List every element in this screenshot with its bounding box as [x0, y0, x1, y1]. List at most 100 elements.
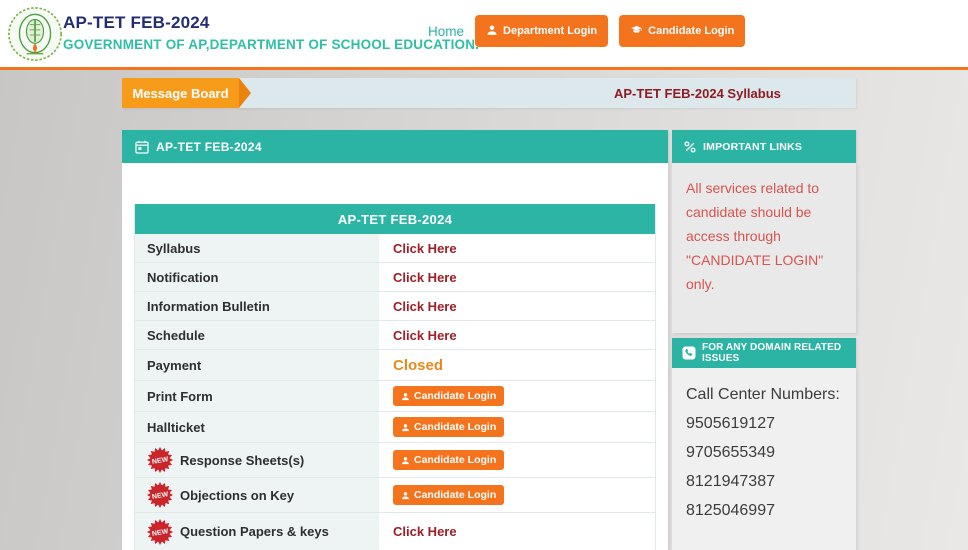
row-action-cell: Click Here	[379, 263, 655, 291]
services-table-body: Syllabus Click Here Notification Click Here…	[135, 234, 655, 550]
row-label-cell: NEW Objections on Key	[135, 478, 379, 512]
calendar-icon	[135, 140, 149, 154]
important-links-title: IMPORTANT LINKS	[703, 140, 803, 153]
table-row: Print Form Candidate Login	[135, 381, 655, 412]
row-action-cell: Click Here	[379, 234, 655, 262]
user-icon	[401, 491, 410, 500]
message-board-ribbon: Message Board	[122, 78, 251, 108]
click-here-link[interactable]: Click Here	[393, 524, 457, 539]
site-subtitle: GOVERNMENT OF AP,DEPARTMENT OF SCHOOL ED…	[63, 37, 480, 52]
status-closed-text: Closed	[393, 356, 444, 374]
site-title: AP-TET FEB-2024	[63, 13, 210, 32]
row-label-cell: Payment	[135, 350, 379, 380]
click-here-link[interactable]: Click Here	[393, 327, 457, 343]
candidate-login-row-label: Candidate Login	[414, 390, 497, 402]
table-row: Schedule Click Here	[135, 321, 655, 350]
row-label: Notification	[147, 269, 219, 285]
section-bar-aptet-title: AP-TET FEB-2024	[156, 139, 262, 154]
row-label-cell: Notification	[135, 263, 379, 291]
department-login-button[interactable]: Department Login	[475, 15, 609, 47]
candidate-login-notice-panel: All services related to candidate should…	[672, 163, 856, 333]
row-label: Question Papers & keys	[180, 524, 329, 539]
click-here-link[interactable]: Click Here	[393, 298, 457, 314]
user-icon	[486, 24, 498, 39]
row-label-cell: Syllabus	[135, 234, 379, 262]
row-label: Hallticket	[147, 419, 205, 435]
call-center-number: 9705655349	[686, 444, 775, 461]
home-link[interactable]: Home	[428, 23, 465, 39]
section-bar-important-links: IMPORTANT LINKS	[672, 130, 856, 163]
user-icon	[401, 392, 410, 401]
call-center-label: Call Center Numbers:	[686, 386, 840, 403]
table-row: NEW Response Sheets(s) Candidate Login	[135, 443, 655, 478]
row-label: Objections on Key	[180, 487, 295, 503]
table-row: Syllabus Click Here	[135, 234, 655, 263]
table-row: Information Bulletin Click Here	[135, 292, 655, 321]
link-icon	[684, 140, 696, 153]
new-badge-icon: NEW	[147, 482, 173, 508]
call-center-number: 9505619127	[686, 415, 775, 432]
candidate-login-row-button[interactable]: Candidate Login	[393, 386, 505, 406]
message-board-bar: Message Board AP-TET FEB-2024 Syllabus	[122, 78, 856, 108]
row-action-cell: Click Here	[379, 321, 655, 349]
row-action-cell: Click Here	[379, 513, 655, 550]
main-content-panel: AP-TET FEB-2024 Syllabus Click Here Notifi…	[122, 163, 668, 550]
domain-issues-title: FOR ANY DOMAIN RELATED ISSUES	[702, 342, 842, 364]
row-label: Payment	[147, 357, 202, 373]
candidate-login-row-label: Candidate Login	[414, 421, 497, 433]
row-action-cell: Candidate Login	[379, 443, 655, 477]
candidate-login-button[interactable]: Candidate Login	[619, 15, 746, 47]
new-badge-icon: NEW	[147, 447, 173, 473]
candidate-login-label: Candidate Login	[648, 25, 735, 37]
call-center-panel: Call Center Numbers: 9505619127 970565534…	[672, 368, 856, 550]
row-label-cell: Information Bulletin	[135, 292, 379, 320]
row-label: Syllabus	[147, 240, 201, 256]
graduation-cap-icon	[630, 24, 643, 39]
row-label: Information Bulletin	[147, 298, 270, 314]
domain-issues-bar: FOR ANY DOMAIN RELATED ISSUES	[672, 338, 856, 368]
phone-icon	[682, 346, 696, 360]
svg-text:NEW: NEW	[152, 528, 170, 538]
services-table-header: AP-TET FEB-2024	[135, 204, 655, 234]
row-label-cell: Print Form	[135, 381, 379, 411]
candidate-login-row-button[interactable]: Candidate Login	[393, 485, 505, 505]
section-bar-aptet: AP-TET FEB-2024	[122, 130, 668, 163]
marquee-announcement-link[interactable]: AP-TET FEB-2024 Syllabus	[614, 85, 781, 101]
row-label-cell: NEW Question Papers & keys	[135, 513, 379, 550]
row-label-cell: Hallticket	[135, 412, 379, 442]
row-label: Response Sheets(s)	[180, 452, 305, 468]
table-row: Hallticket Candidate Login	[135, 412, 655, 443]
candidate-login-row-label: Candidate Login	[414, 454, 497, 466]
row-label: Schedule	[147, 327, 205, 343]
click-here-link[interactable]: Click Here	[393, 240, 457, 256]
row-label-cell: NEW Response Sheets(s)	[135, 443, 379, 477]
row-label-cell: Schedule	[135, 321, 379, 349]
table-row: Notification Click Here	[135, 263, 655, 292]
user-icon	[401, 456, 410, 465]
call-center-number: 8125046997	[686, 502, 775, 519]
row-action-cell: Click Here	[379, 292, 655, 320]
table-row: NEW Question Papers & keys Click Here	[135, 513, 655, 550]
row-action-cell: Candidate Login	[379, 412, 655, 442]
candidate-login-row-button[interactable]: Candidate Login	[393, 417, 505, 437]
call-center-number: 8121947387	[686, 473, 775, 490]
row-label: Print Form	[147, 388, 213, 404]
row-action-cell: Closed	[379, 350, 655, 380]
header-nav: Home Department Login Candidate Login	[428, 14, 746, 48]
row-action-cell: Candidate Login	[379, 478, 655, 512]
svg-text:NEW: NEW	[152, 456, 170, 466]
services-table: AP-TET FEB-2024 Syllabus Click Here Notifi…	[134, 204, 656, 550]
candidate-login-notice-text: All services related to candidate should…	[686, 180, 824, 292]
call-center-numbers-list: 9505619127 9705655349 8121947387 8125046997	[686, 409, 842, 525]
site-header: AP-TET FEB-2024 GOVERNMENT OF AP,DEPARTM…	[0, 0, 968, 70]
candidate-login-row-button[interactable]: Candidate Login	[393, 450, 505, 470]
user-icon	[401, 423, 410, 432]
message-board-label: Message Board	[132, 85, 229, 101]
header-titles: AP-TET FEB-2024 GOVERNMENT OF AP,DEPARTM…	[63, 13, 479, 52]
row-action-cell: Candidate Login	[379, 381, 655, 411]
svg-text:NEW: NEW	[152, 491, 170, 501]
click-here-link[interactable]: Click Here	[393, 269, 457, 285]
ap-government-emblem-icon	[8, 7, 62, 61]
candidate-login-row-label: Candidate Login	[414, 489, 497, 501]
